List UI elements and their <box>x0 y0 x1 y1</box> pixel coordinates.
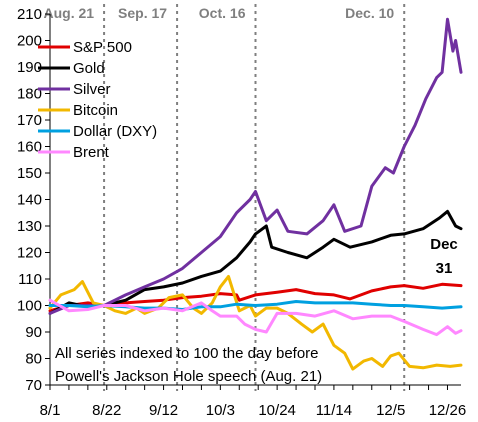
marker-label: Oct. 16 <box>199 5 246 21</box>
y-tick-label: 90 <box>25 324 42 341</box>
legend-label: Bitcoin <box>73 102 118 119</box>
x-tick-label: 12/5 <box>376 402 405 419</box>
legend: S&P 500 Gold Silver Bitcoin Dollar (DXY) Bren… <box>38 39 157 161</box>
x-tick-label: 12/26 <box>429 402 467 419</box>
y-tick-label: 200 <box>17 33 42 50</box>
annotation-line-2: Powell's Jackson Hole speech (Aug. 21) <box>55 368 322 385</box>
legend-label: S&P 500 <box>73 39 132 56</box>
x-tick-label: 10/24 <box>258 402 296 419</box>
y-tick-label: 110 <box>18 271 42 288</box>
series-line-brent <box>48 298 463 337</box>
legend-label: Gold <box>73 60 105 77</box>
y-tick-label: 100 <box>17 298 42 315</box>
x-tick-label: 8/1 <box>40 402 61 419</box>
x-tick-label: 8/22 <box>92 402 121 419</box>
y-tick-label: 70 <box>25 377 42 394</box>
y-tick-label: 130 <box>17 218 42 235</box>
y-tick-label: 120 <box>17 245 42 262</box>
series-line-gold <box>48 209 463 315</box>
end-label-day: 31 <box>436 260 453 277</box>
y-tick-label: 160 <box>17 139 42 156</box>
marker-label: Dec. 10 <box>345 5 394 21</box>
y-tick-label: 170 <box>17 112 42 129</box>
marker-label: Sep. 17 <box>118 5 167 21</box>
annotation-line-1: All series indexed to 100 the day before <box>55 345 319 362</box>
series-line-bitcoin <box>48 274 463 371</box>
legend-label: Dollar (DXY) <box>73 123 157 140</box>
x-axis: 8/1 8/22 9/12 10/3 10/24 11/14 12/5 12/26 <box>40 384 467 419</box>
y-axis: 70 80 90 100 110 120 130 140 150 160 170 180 190 200 2… <box>17 6 51 394</box>
annotations: All series indexed to 100 the day before… <box>55 236 458 385</box>
end-label-month: Dec <box>430 236 458 253</box>
series-lines <box>48 17 463 371</box>
series-line-s-p-500 <box>48 282 463 313</box>
legend-label: Silver <box>73 81 111 98</box>
legend-label: Brent <box>73 144 110 161</box>
y-tick-label: 80 <box>25 351 42 368</box>
x-tick-label: 10/3 <box>206 402 235 419</box>
y-tick-label: 180 <box>17 86 42 103</box>
marker-label: Aug. 21 <box>44 5 95 21</box>
x-tick-label: 11/14 <box>316 402 352 419</box>
y-tick-label: 140 <box>17 192 42 209</box>
y-tick-label: 150 <box>17 165 42 182</box>
y-tick-label: 210 <box>17 6 42 23</box>
y-tick-label: 190 <box>17 59 42 76</box>
x-tick-label: 9/12 <box>149 402 178 419</box>
series-line-silver <box>48 17 463 315</box>
vertical-markers: Aug. 21 Sep. 17 Oct. 16 Dec. 10 <box>44 4 406 391</box>
